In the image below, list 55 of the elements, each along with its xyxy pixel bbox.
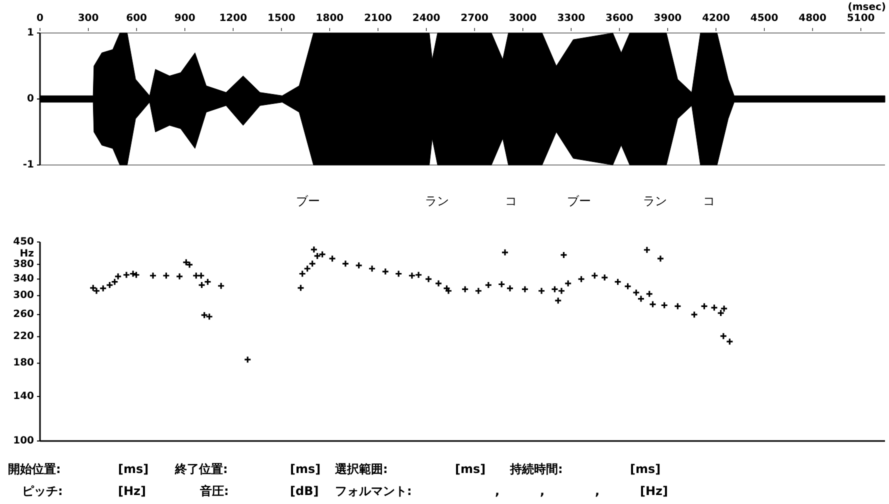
x-tick-label: 2400: [412, 13, 440, 24]
text: [ms]: [455, 462, 486, 476]
text: コ: [505, 194, 517, 208]
text: ,: [540, 484, 545, 498]
text: ブー: [567, 194, 591, 208]
x-axis-title: (msec): [848, 2, 886, 13]
y-tick-label: 380: [13, 258, 34, 270]
text: 開始位置:: [8, 462, 61, 476]
x-tick-label: 3300: [557, 13, 586, 24]
y-tick-label: 300: [13, 290, 34, 302]
x-tick-label: 600: [126, 13, 148, 24]
y-tick-label: 100: [13, 436, 34, 446]
text: [ms]: [290, 462, 321, 476]
y-tick-label: 260: [13, 309, 34, 320]
text: [Hz]: [640, 484, 668, 498]
y-tick-label: 140: [13, 390, 34, 402]
text: 終了位置:: [174, 462, 228, 476]
y-tick-label: 0: [27, 94, 34, 104]
y-tick-label: 1: [27, 28, 34, 38]
text: 音圧:: [199, 484, 229, 498]
y-tick-label: 450: [13, 236, 34, 248]
text: ブー: [296, 194, 320, 208]
y-tick-label: 220: [13, 331, 34, 342]
x-tick-label: 4200: [702, 13, 730, 24]
x-tick-label: 2700: [460, 13, 489, 24]
y-tick-label: -1: [22, 160, 34, 170]
x-tick-label: 1500: [268, 13, 296, 24]
x-tick-label: 3000: [508, 13, 537, 24]
text: 持続時間:: [509, 462, 563, 476]
text: ,: [495, 484, 500, 498]
y-axis-title: Hz: [20, 248, 34, 260]
y-tick-label: 180: [13, 358, 34, 369]
y-tick-label: 340: [13, 274, 34, 285]
x-tick-label: 300: [78, 13, 99, 24]
text: 選択範囲:: [334, 462, 388, 476]
x-tick-label: 4800: [798, 13, 827, 24]
x-tick-label: 3600: [606, 13, 634, 24]
x-tick-label: 1200: [219, 13, 248, 24]
text: ピッチ:: [22, 484, 63, 498]
text: フォルマント:: [335, 484, 412, 498]
text: コ: [703, 194, 715, 208]
x-tick-label: 4500: [750, 13, 778, 24]
text: [ms]: [118, 462, 149, 476]
text: [ms]: [630, 462, 661, 476]
text: ラン: [643, 194, 667, 208]
x-tick-label: 3900: [654, 13, 682, 24]
x-tick-label: 5100: [846, 13, 875, 24]
text: [dB]: [290, 484, 319, 498]
x-tick-label: 2100: [364, 13, 392, 24]
text: [Hz]: [118, 484, 146, 498]
x-tick-label: 900: [174, 13, 196, 24]
x-tick-label: 1800: [316, 13, 344, 24]
x-tick-label: 0: [36, 13, 44, 24]
text: ,: [595, 484, 600, 498]
text: ラン: [425, 194, 449, 208]
